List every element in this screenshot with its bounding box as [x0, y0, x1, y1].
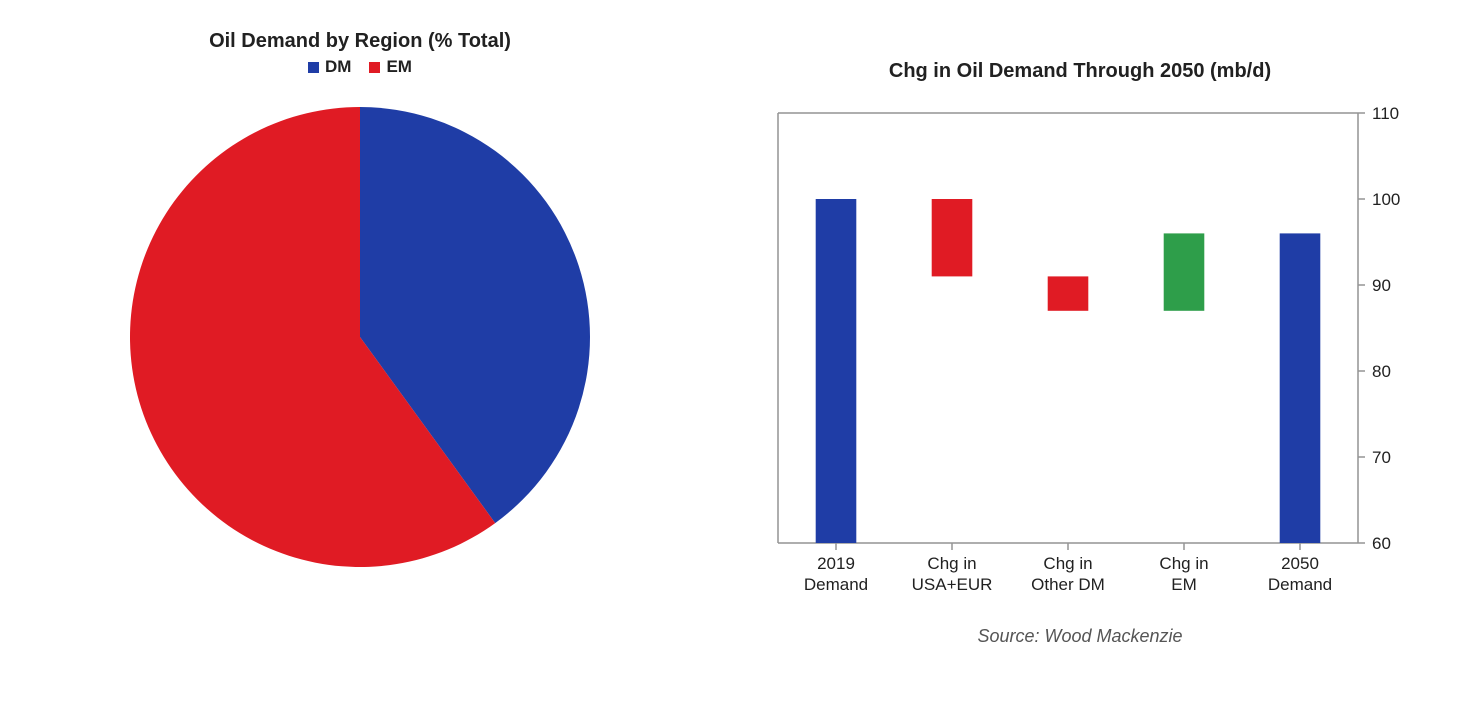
ytick-label: 90	[1372, 276, 1391, 295]
xlabel-line2: USA+EUR	[912, 575, 993, 594]
xlabel-line2: Other DM	[1031, 575, 1105, 594]
xlabel-line1: Chg in	[927, 554, 976, 573]
ytick-label: 60	[1372, 534, 1391, 553]
pie-chart-svg	[80, 77, 640, 597]
waterfall-chart-panel: Chg in Oil Demand Through 2050 (mb/d) 60…	[730, 60, 1430, 647]
legend-swatch-icon	[369, 62, 380, 73]
ytick-label: 70	[1372, 448, 1391, 467]
pie-chart-panel: Oil Demand by Region (% Total) DM EM	[80, 30, 640, 602]
ytick-label: 80	[1372, 362, 1391, 381]
waterfall-chart-title: Chg in Oil Demand Through 2050 (mb/d)	[730, 60, 1430, 83]
bar-3	[1164, 233, 1205, 310]
waterfall-chart-svg: 60 70 80 90 100 110 2019 Demand Chg in USA+EUR Chg…	[730, 93, 1430, 613]
xlabel-line1: Chg in	[1043, 554, 1092, 573]
legend-swatch-icon	[308, 62, 319, 73]
xlabel-line1: 2019	[817, 554, 855, 573]
legend-label: DM	[325, 57, 351, 77]
bar-2	[1048, 276, 1089, 310]
pie-chart-title: Oil Demand by Region (% Total)	[80, 30, 640, 53]
xlabel-line2: EM	[1171, 575, 1197, 594]
ytick-label: 100	[1372, 190, 1400, 209]
bar-0	[816, 199, 857, 543]
xlabel-line1: 2050	[1281, 554, 1319, 573]
page-root: Oil Demand by Region (% Total) DM EM Chg …	[0, 0, 1474, 728]
legend-label: EM	[386, 57, 412, 77]
bar-1	[932, 199, 973, 276]
pie-chart-legend: DM EM	[80, 57, 640, 77]
ytick-label: 110	[1372, 104, 1399, 123]
legend-item-dm: DM	[308, 57, 351, 77]
legend-item-em: EM	[369, 57, 412, 77]
waterfall-chart-source: Source: Wood Mackenzie	[730, 626, 1430, 647]
xlabel-line1: Chg in	[1159, 554, 1208, 573]
xlabel-line2: Demand	[804, 575, 868, 594]
xlabel-line2: Demand	[1268, 575, 1332, 594]
bar-4	[1280, 233, 1321, 543]
